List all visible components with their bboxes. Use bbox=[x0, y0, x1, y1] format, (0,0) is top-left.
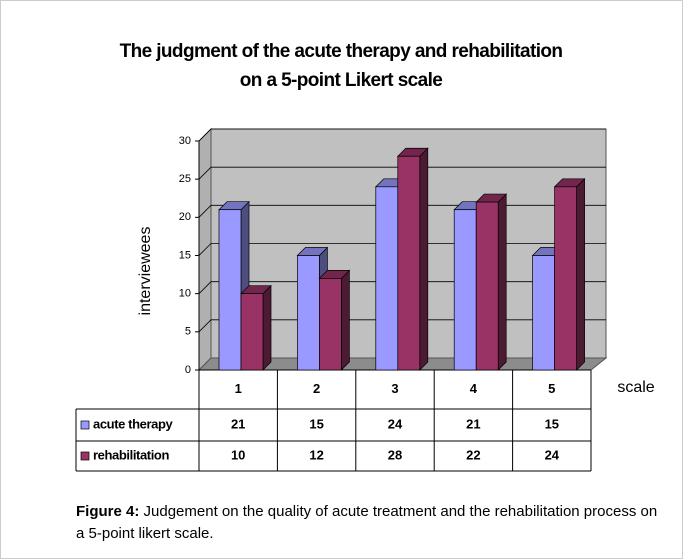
caption-text: Judgement on the quality of acute treatm… bbox=[76, 503, 658, 542]
x-tick-label: 3 bbox=[391, 381, 398, 396]
legend-label: acute therapy bbox=[93, 416, 174, 431]
bar-front bbox=[397, 155, 421, 371]
bar bbox=[553, 177, 586, 371]
table-value: 22 bbox=[466, 447, 480, 462]
bar bbox=[475, 193, 508, 371]
bar-front bbox=[319, 278, 342, 371]
table-value: 24 bbox=[545, 447, 560, 462]
y-tick-label: 20 bbox=[179, 211, 191, 223]
table-value: 24 bbox=[388, 416, 403, 431]
grid-line bbox=[198, 166, 606, 180]
legend-label: rehabilitation bbox=[93, 447, 169, 462]
caption-label: Figure 4: bbox=[76, 503, 140, 520]
chart-title: The judgment of the acute therapy and re… bbox=[119, 41, 563, 91]
y-tick-label: 25 bbox=[179, 173, 191, 185]
bar-front bbox=[453, 209, 477, 371]
y-tick-label: 15 bbox=[179, 249, 191, 261]
table-value: 21 bbox=[466, 416, 480, 431]
bar-side bbox=[341, 269, 350, 371]
x-tick-label: 1 bbox=[235, 381, 242, 396]
bar-side bbox=[419, 147, 429, 371]
bar bbox=[318, 269, 351, 371]
x-tick-label: 2 bbox=[313, 381, 320, 396]
bar-front bbox=[554, 186, 577, 371]
x-axis-label: scale bbox=[617, 379, 654, 396]
caption: Figure 4: Judgement on the quality of ac… bbox=[76, 501, 666, 545]
grid-line bbox=[198, 128, 606, 142]
y-axis-label: interviewees bbox=[137, 227, 154, 316]
x-tick-label: 5 bbox=[548, 381, 555, 396]
y-tick-label: 5 bbox=[185, 326, 191, 338]
bar-side bbox=[576, 177, 585, 371]
y-tick-label: 0 bbox=[185, 364, 191, 376]
bar-front bbox=[297, 255, 320, 371]
bar-front bbox=[218, 209, 242, 371]
legend-swatch bbox=[80, 451, 90, 461]
bar-side bbox=[262, 284, 272, 371]
bar-front bbox=[532, 255, 555, 371]
bar-front bbox=[375, 186, 399, 371]
x-tick-label: 4 bbox=[470, 381, 478, 396]
bar-front bbox=[475, 201, 499, 371]
bar-side bbox=[497, 193, 507, 371]
y-tick-label: 10 bbox=[179, 288, 191, 300]
table-value: 12 bbox=[309, 447, 323, 462]
bar-front bbox=[240, 293, 264, 371]
legend-swatch bbox=[80, 420, 90, 430]
y-tick-label: 30 bbox=[179, 135, 191, 147]
bar bbox=[240, 284, 272, 371]
table-value: 10 bbox=[231, 447, 245, 462]
table-value: 15 bbox=[545, 416, 559, 431]
table-value: 15 bbox=[309, 416, 323, 431]
bar bbox=[396, 147, 429, 371]
table-value: 21 bbox=[231, 416, 245, 431]
table-value: 28 bbox=[388, 447, 402, 462]
